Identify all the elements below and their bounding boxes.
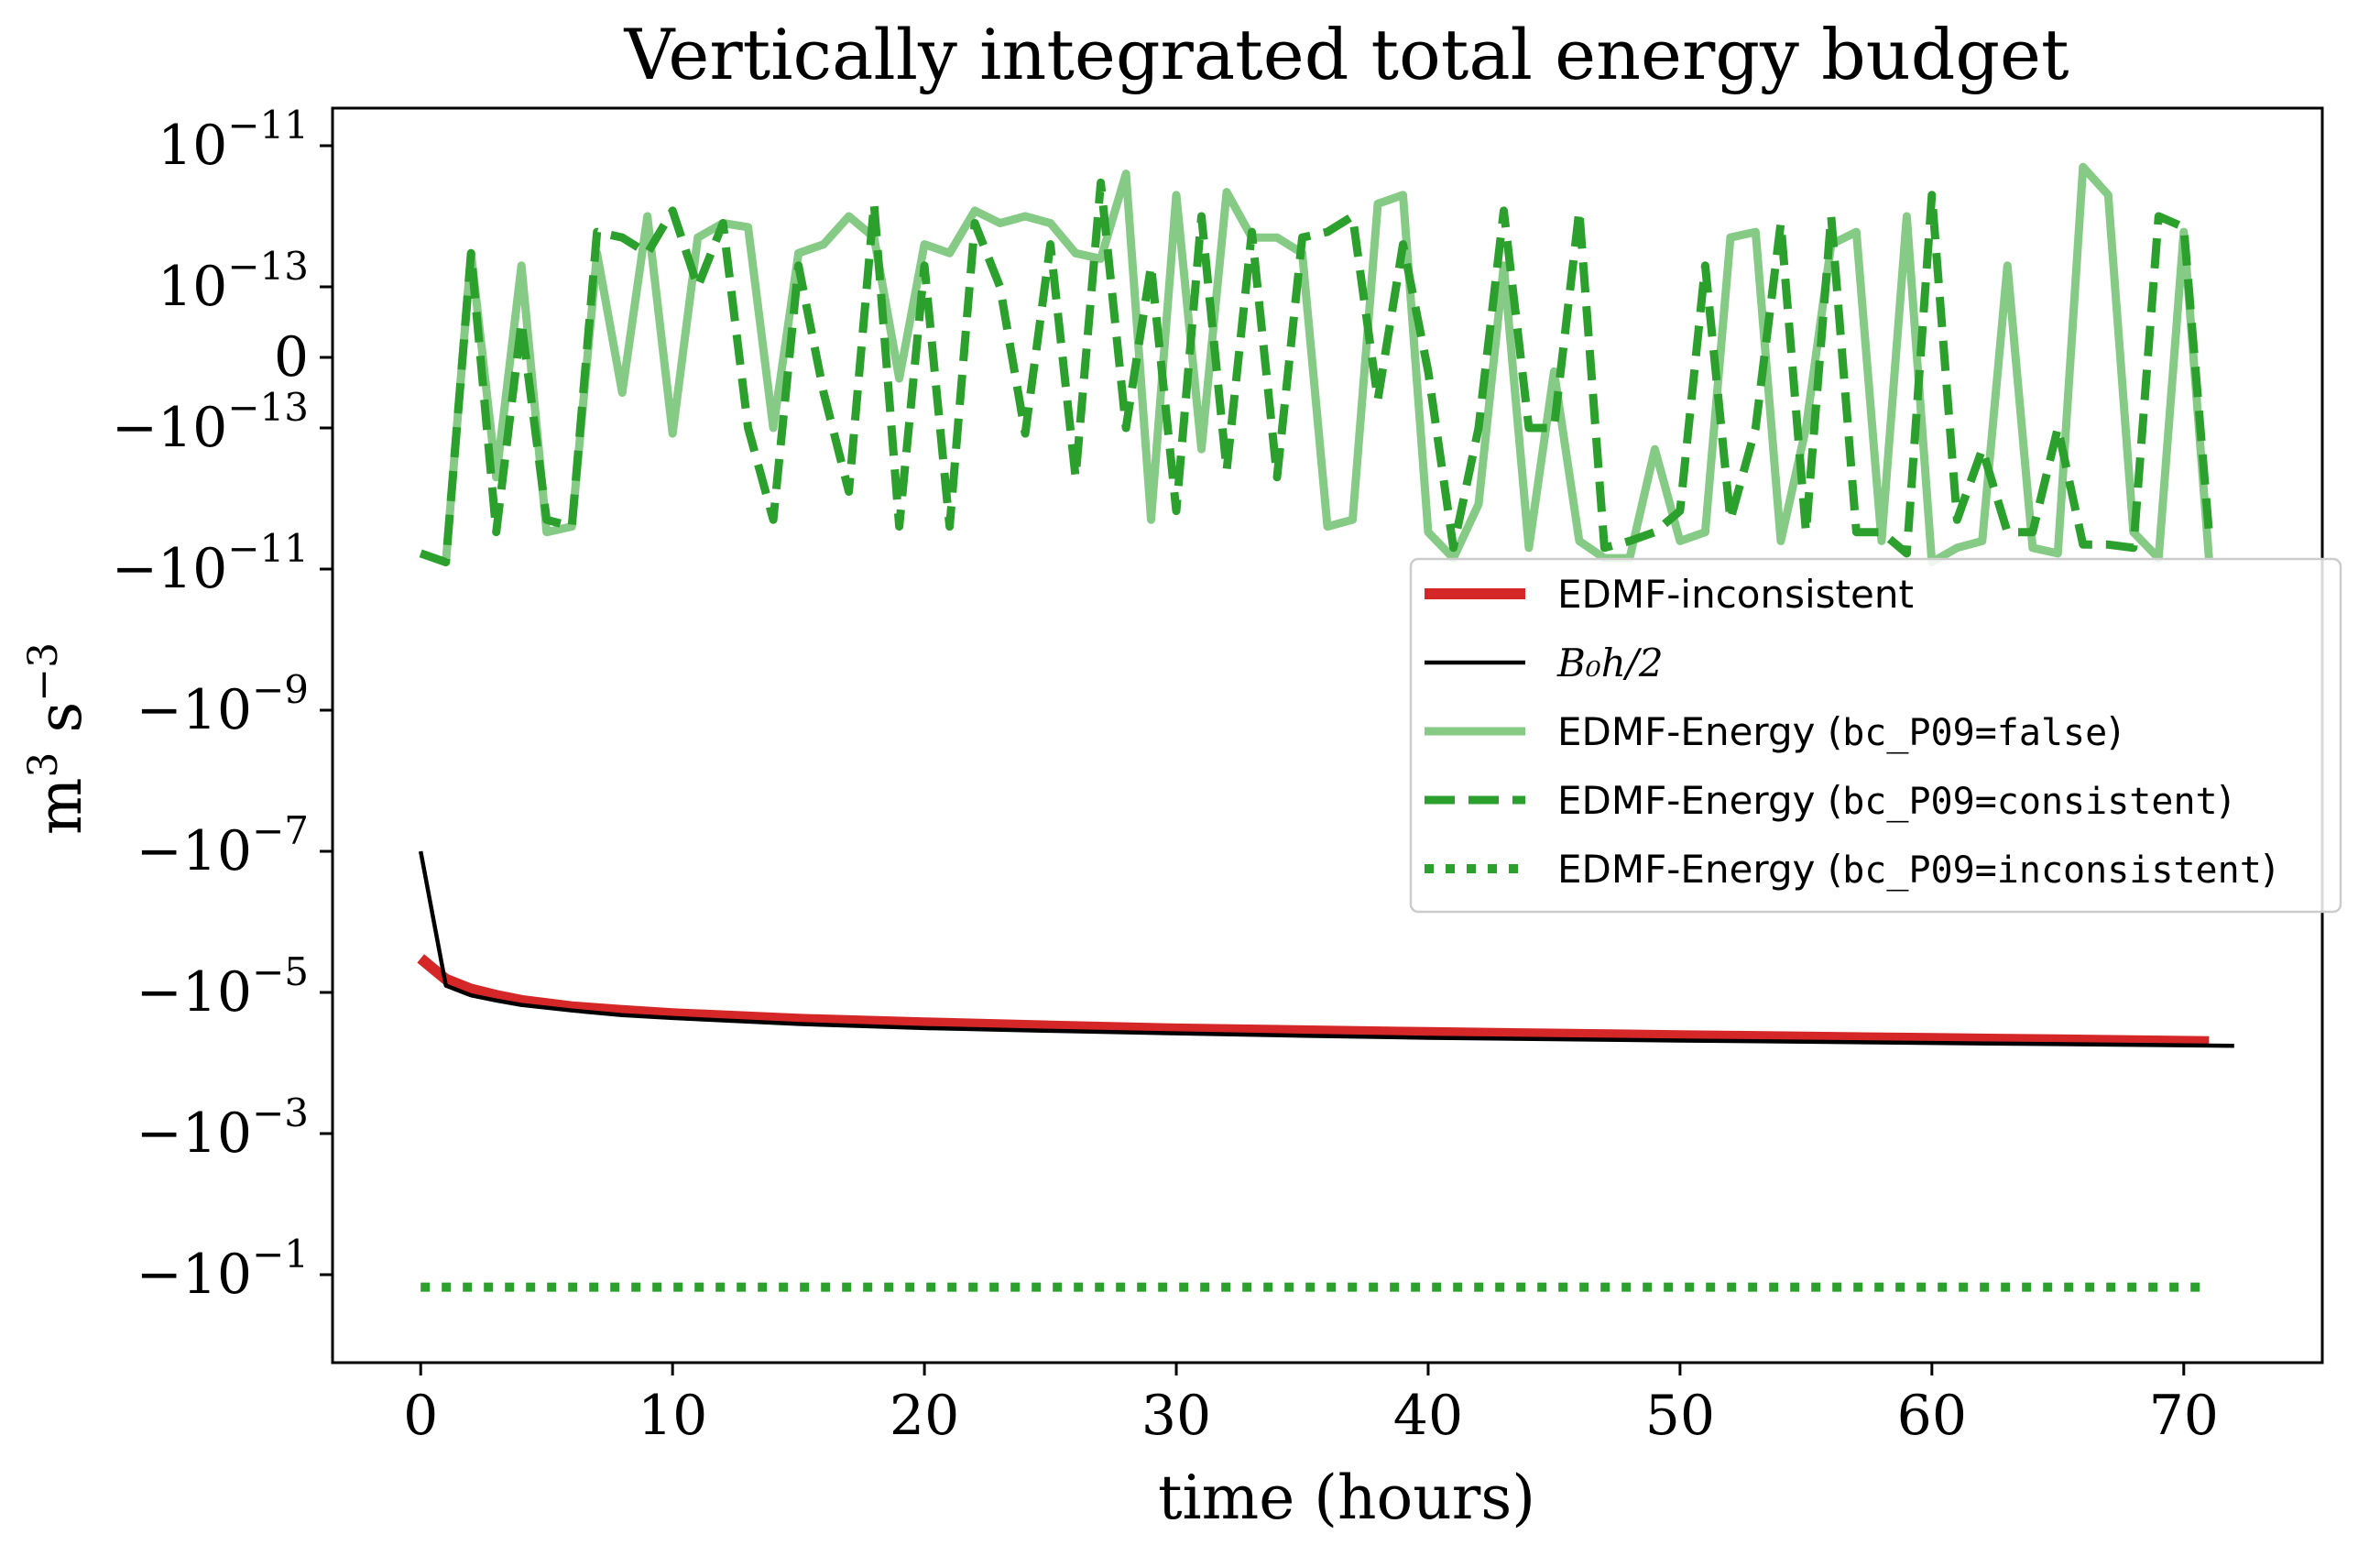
x-tick-label: 40: [1393, 1384, 1463, 1448]
y-axis-label: m3 s−3: [20, 642, 95, 835]
plot-area: [417, 162, 2234, 1292]
y-tick-label: −10−7: [136, 808, 309, 883]
y-tick-label: −10−13: [112, 385, 309, 460]
series-line-3: [419, 178, 2213, 566]
series-line-0: [417, 954, 2210, 1047]
y-tick-label: −10−11: [112, 526, 309, 601]
y-axis-label-mid: s: [25, 702, 95, 752]
y-tick-label: −10−9: [136, 667, 309, 742]
x-tick-label: 50: [1645, 1384, 1715, 1448]
y-tick-label: 10−13: [158, 244, 309, 319]
x-tick-label: 20: [890, 1384, 959, 1448]
x-tick-label: 30: [1141, 1384, 1211, 1448]
x-axis: 0 10 20 30 40 50 60 70: [403, 1363, 2219, 1448]
series-line-1: [418, 850, 2234, 1048]
x-tick-label: 60: [1897, 1384, 1967, 1448]
legend-box: [1409, 557, 2342, 914]
y-tick-label: −10−1: [136, 1232, 309, 1307]
x-axis-label: time (hours): [1158, 1463, 1535, 1533]
legend: EDMF-inconsistent B₀h/2 EDMF-Energy (bc_P0…: [1409, 557, 2342, 914]
x-tick-label: 70: [2149, 1384, 2219, 1448]
legend-label-0: EDMF-inconsistent: [1557, 572, 1914, 617]
y-axis-label-exp1: 3: [20, 752, 67, 778]
legend-label-3: EDMF-Energy (bc_P09=consistent): [1557, 778, 2233, 823]
y-tick-label: −10−3: [136, 1090, 309, 1166]
y-axis: 10−11 10−130−10−13 −10−11 −10−9 −10−7 −10−5 −1…: [112, 103, 333, 1307]
legend-label-2: EDMF-Energy (bc_P09=false): [1557, 709, 2123, 754]
y-axis-label-base: m: [25, 778, 95, 836]
y-tick-label: −10−5: [136, 949, 309, 1025]
y-axis-label-exp2: −3: [20, 642, 67, 702]
y-tick-label: 10−11: [158, 103, 309, 178]
chart-title: Vertically integrated total energy budge…: [623, 14, 2069, 95]
series-line-2: [419, 162, 2213, 566]
legend-label-1: B₀h/2: [1556, 641, 1664, 685]
y-tick-label: 0: [274, 325, 309, 389]
x-tick-label: 0: [403, 1384, 438, 1448]
x-tick-label: 10: [638, 1384, 707, 1448]
legend-label-4: EDMF-Energy (bc_P09=inconsistent): [1557, 847, 2276, 892]
